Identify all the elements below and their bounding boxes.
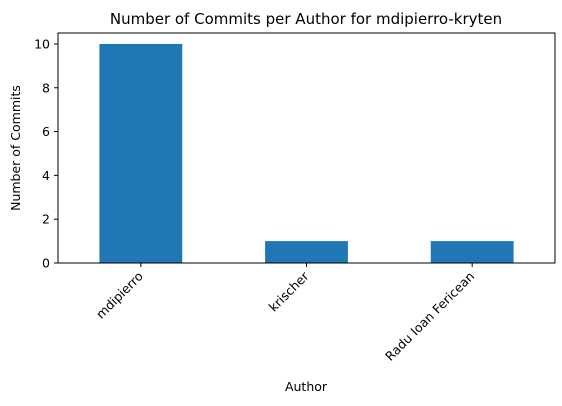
y-axis-label: Number of Commits (8, 85, 23, 211)
y-tick-label: 4 (42, 168, 50, 183)
y-tick-label: 2 (42, 212, 50, 227)
plot-frame (57, 32, 556, 264)
bar-mdipierro (99, 43, 183, 264)
x-axis-label: Author (285, 379, 328, 394)
chart-title: Number of Commits per Author for mdipier… (110, 10, 502, 28)
y-tick-label: 8 (42, 80, 50, 95)
bar-radu-ioan-fericean (430, 241, 514, 263)
y-tick-label: 6 (42, 124, 50, 139)
bar-krischer (265, 241, 348, 263)
bars-group (99, 43, 514, 264)
y-axis: 0 2 4 6 8 10 (34, 36, 58, 271)
y-tick-label: 10 (34, 36, 50, 51)
y-tick-label: 0 (42, 256, 50, 271)
